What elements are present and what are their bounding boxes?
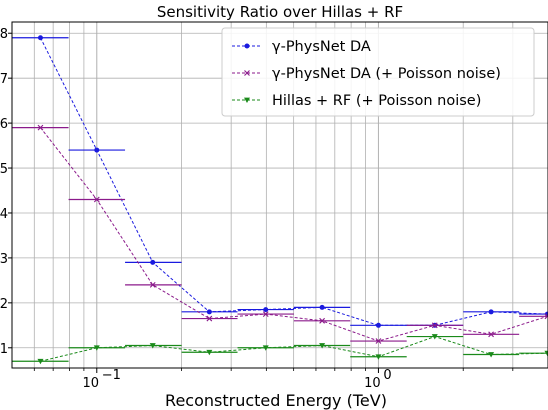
series-line <box>40 336 548 362</box>
series-1 <box>12 124 548 344</box>
x-tick-exponent: 0 <box>383 368 391 383</box>
series-layer <box>12 35 548 365</box>
y-tick-label: 8 <box>0 27 8 42</box>
x-tick-label: 10 <box>364 376 381 391</box>
x-axis-label: Reconstructed Energy (TeV) <box>165 391 387 410</box>
data-point <box>375 354 382 360</box>
data-point <box>375 338 382 344</box>
series-line <box>40 37 548 326</box>
legend-label: Hillas + RF (+ Poisson noise) <box>272 93 481 109</box>
data-point <box>37 35 43 41</box>
data-point <box>206 315 213 322</box>
data-point <box>431 334 438 340</box>
data-point <box>431 322 438 329</box>
data-point <box>37 124 44 131</box>
data-point <box>544 313 548 320</box>
legend-box <box>221 27 535 117</box>
data-point <box>262 345 269 351</box>
legend-marker <box>244 97 250 103</box>
data-point <box>263 307 269 313</box>
data-point <box>375 322 381 328</box>
y-tick-label: 3 <box>0 252 8 267</box>
data-point <box>94 147 100 153</box>
data-point <box>150 259 156 265</box>
data-point <box>319 304 325 310</box>
data-point <box>93 196 100 203</box>
data-point <box>206 349 213 356</box>
series-line <box>40 127 548 342</box>
data-point <box>149 281 156 288</box>
legend-label: γ-PhysNet DA (+ Poisson noise) <box>272 66 501 82</box>
chart-title: Sensitivity Ratio over Hillas + RF <box>157 3 403 21</box>
data-point <box>206 309 212 315</box>
data-point <box>37 358 44 365</box>
data-point <box>93 345 100 351</box>
x-tick-label: 10 <box>83 376 100 391</box>
y-tick-label: 4 <box>0 207 8 222</box>
y-tick-label: 1 <box>0 342 8 357</box>
series-2 <box>12 334 548 365</box>
plot-frame <box>11 21 548 369</box>
y-tick-label: 6 <box>0 117 8 132</box>
y-tick-label: 5 <box>0 162 8 177</box>
y-tick-label: 2 <box>0 297 8 312</box>
data-point <box>488 352 495 358</box>
legend-label: γ-PhysNet DA <box>272 39 371 55</box>
data-point <box>319 343 326 349</box>
series-0 <box>12 35 548 328</box>
data-point <box>488 331 494 338</box>
data-point <box>262 311 269 317</box>
y-tick-label: 7 <box>0 72 8 87</box>
legend: γ-PhysNet DA γ-PhysNet DA (+ Poisson nois… <box>221 27 535 117</box>
data-point <box>544 350 548 357</box>
data-point <box>488 309 494 315</box>
x-tick-exponent: −1 <box>102 368 121 383</box>
legend-marker <box>244 70 250 76</box>
legend-marker <box>244 43 250 49</box>
data-point <box>149 343 156 349</box>
data-point <box>319 317 325 324</box>
